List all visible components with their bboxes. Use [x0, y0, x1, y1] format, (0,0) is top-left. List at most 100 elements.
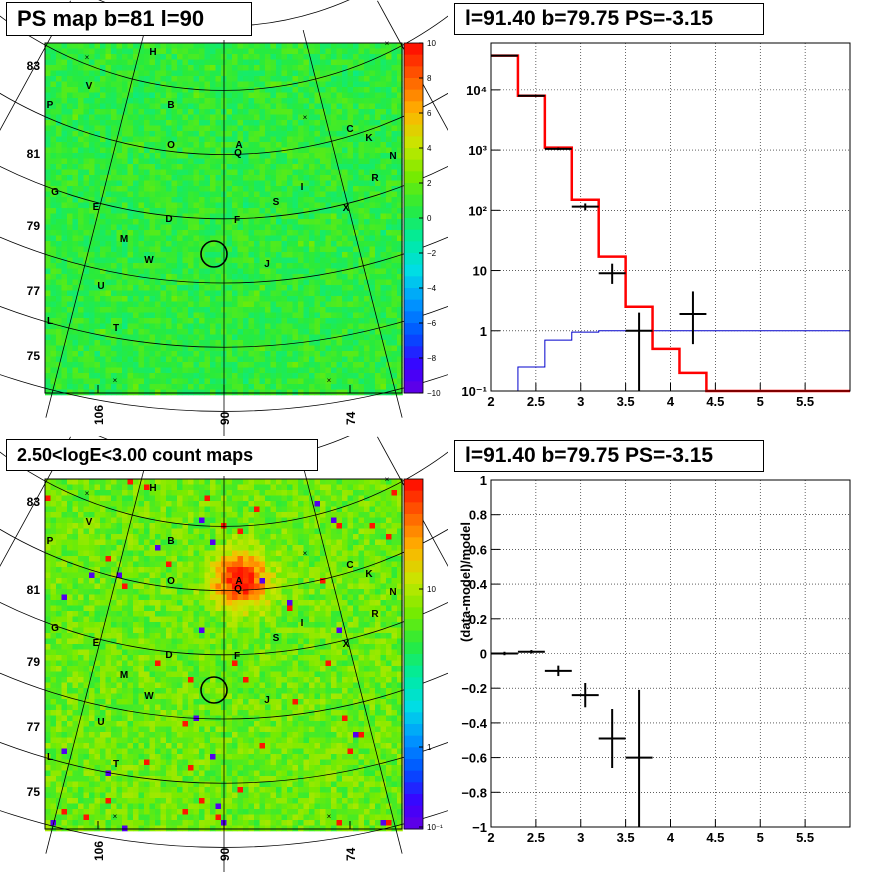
map-pixel	[117, 512, 123, 518]
map-pixel	[287, 219, 293, 225]
map-pixel	[309, 313, 315, 319]
map-pixel	[56, 512, 62, 518]
map-pixel	[243, 49, 249, 55]
map-pixel	[56, 225, 62, 231]
map-pixel	[293, 318, 299, 324]
map-pixel	[172, 49, 178, 55]
map-pixel	[205, 230, 211, 236]
map-pixel	[78, 181, 84, 187]
map-pixel	[205, 186, 211, 192]
map-pixel	[304, 148, 310, 154]
map-pixel	[265, 120, 271, 126]
map-pixel	[309, 529, 315, 535]
map-pixel	[183, 285, 189, 291]
map-pixel	[84, 302, 90, 308]
map-pixel	[128, 181, 134, 187]
map-pixel	[183, 258, 189, 264]
map-pixel	[232, 236, 238, 242]
map-pixel	[78, 142, 84, 148]
colorbar-cell	[404, 55, 423, 67]
map-pixel	[84, 529, 90, 535]
map-pixel	[45, 236, 51, 242]
map-pixel	[342, 104, 348, 110]
map-pixel	[100, 208, 106, 214]
map-pixel	[199, 335, 205, 341]
map-pixel	[67, 340, 73, 346]
map-pixel	[45, 208, 51, 214]
map-pixel	[78, 329, 84, 335]
map-pixel	[95, 512, 101, 518]
map-pixel	[111, 274, 117, 280]
map-pixel	[205, 192, 211, 198]
map-pixel	[375, 247, 381, 253]
map-pixel	[293, 529, 299, 535]
map-pixel	[51, 512, 57, 518]
map-pixel	[172, 120, 178, 126]
map-pixel	[315, 104, 321, 110]
map-pixel	[359, 181, 365, 187]
map-pixel	[188, 324, 194, 330]
map-pixel	[183, 263, 189, 269]
map-pixel	[243, 60, 249, 66]
map-pixel	[128, 302, 134, 308]
map-pixel	[62, 307, 68, 313]
map-pixel	[348, 518, 354, 524]
x-tick-label: 3.5	[617, 394, 635, 409]
map-pixel	[260, 285, 266, 291]
map-pixel	[67, 214, 73, 220]
map-pixel	[326, 153, 332, 159]
colorbar-cell	[404, 195, 423, 207]
map-pixel	[232, 76, 238, 82]
map-pixel	[326, 49, 332, 55]
map-pixel	[353, 269, 359, 275]
map-pixel	[232, 335, 238, 341]
map-pixel	[183, 307, 189, 313]
map-pixel	[210, 329, 216, 335]
map-pixel	[128, 501, 134, 507]
map-pixel	[309, 324, 315, 330]
map-pixel	[117, 219, 123, 225]
map-pixel	[293, 159, 299, 165]
map-pixel	[265, 490, 271, 496]
map-pixel	[315, 49, 321, 55]
map-pixel	[172, 485, 178, 491]
map-pixel	[249, 236, 255, 242]
map-pixel	[62, 241, 68, 247]
map-pixel	[45, 71, 51, 77]
map-pixel	[67, 98, 73, 104]
map-pixel	[298, 269, 304, 275]
map-pixel	[67, 269, 73, 275]
map-pixel	[320, 252, 326, 258]
map-pixel	[249, 104, 255, 110]
map-pixel	[216, 76, 222, 82]
map-pixel	[254, 307, 260, 313]
map-pixel	[155, 192, 161, 198]
map-pixel	[337, 197, 343, 203]
map-pixel	[370, 208, 376, 214]
map-pixel	[62, 60, 68, 66]
map-pixel	[254, 65, 260, 71]
map-pixel	[326, 274, 332, 280]
map-pixel	[183, 318, 189, 324]
map-pixel	[73, 115, 79, 121]
map-pixel	[177, 329, 183, 335]
map-pixel	[227, 241, 233, 247]
map-pixel	[89, 214, 95, 220]
map-pixel	[320, 507, 326, 513]
map-pixel	[89, 280, 95, 286]
map-pixel	[238, 60, 244, 66]
map-pixel	[139, 291, 145, 297]
map-pixel	[353, 120, 359, 126]
map-pixel	[45, 351, 51, 357]
map-pixel	[56, 313, 62, 319]
map-pixel	[78, 54, 84, 60]
map-pixel	[210, 82, 216, 88]
map-pixel	[375, 485, 381, 491]
map-pixel	[205, 236, 211, 242]
map-pixel	[364, 241, 370, 247]
map-pixel	[51, 335, 57, 341]
map-pixel	[166, 258, 172, 264]
map-pixel	[78, 318, 84, 324]
y-tick-label: 10⁻¹	[461, 384, 487, 399]
map-pixel	[210, 512, 216, 518]
